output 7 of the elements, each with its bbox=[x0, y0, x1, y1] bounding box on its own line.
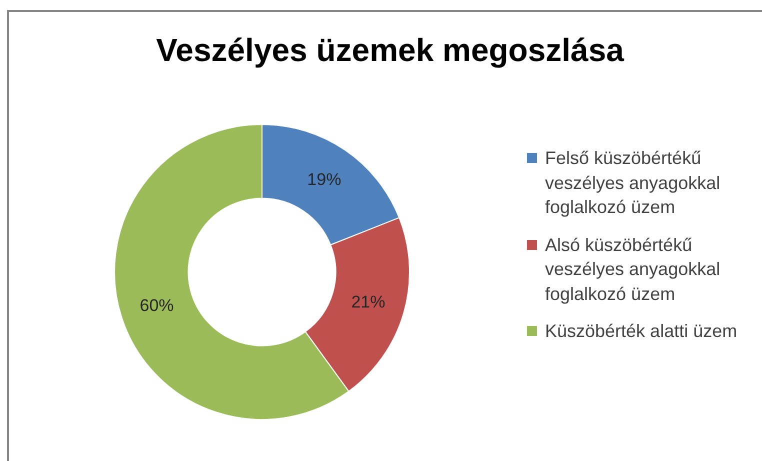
chart-title: Veszélyes üzemek megoszlása bbox=[155, 31, 626, 70]
data-label: 60% bbox=[140, 296, 174, 315]
legend-label: Felső küszöbértékű veszélyes anyagokkal foglalkozó üzem bbox=[545, 147, 722, 219]
legend-label: Alsó küszöbértékű veszélyes anyagokkal foglalkozó üzem bbox=[545, 234, 722, 306]
data-label: 21% bbox=[351, 292, 386, 312]
data-label: 19% bbox=[307, 170, 342, 190]
legend-label: Küszöbérték alatti üzem bbox=[545, 320, 738, 343]
